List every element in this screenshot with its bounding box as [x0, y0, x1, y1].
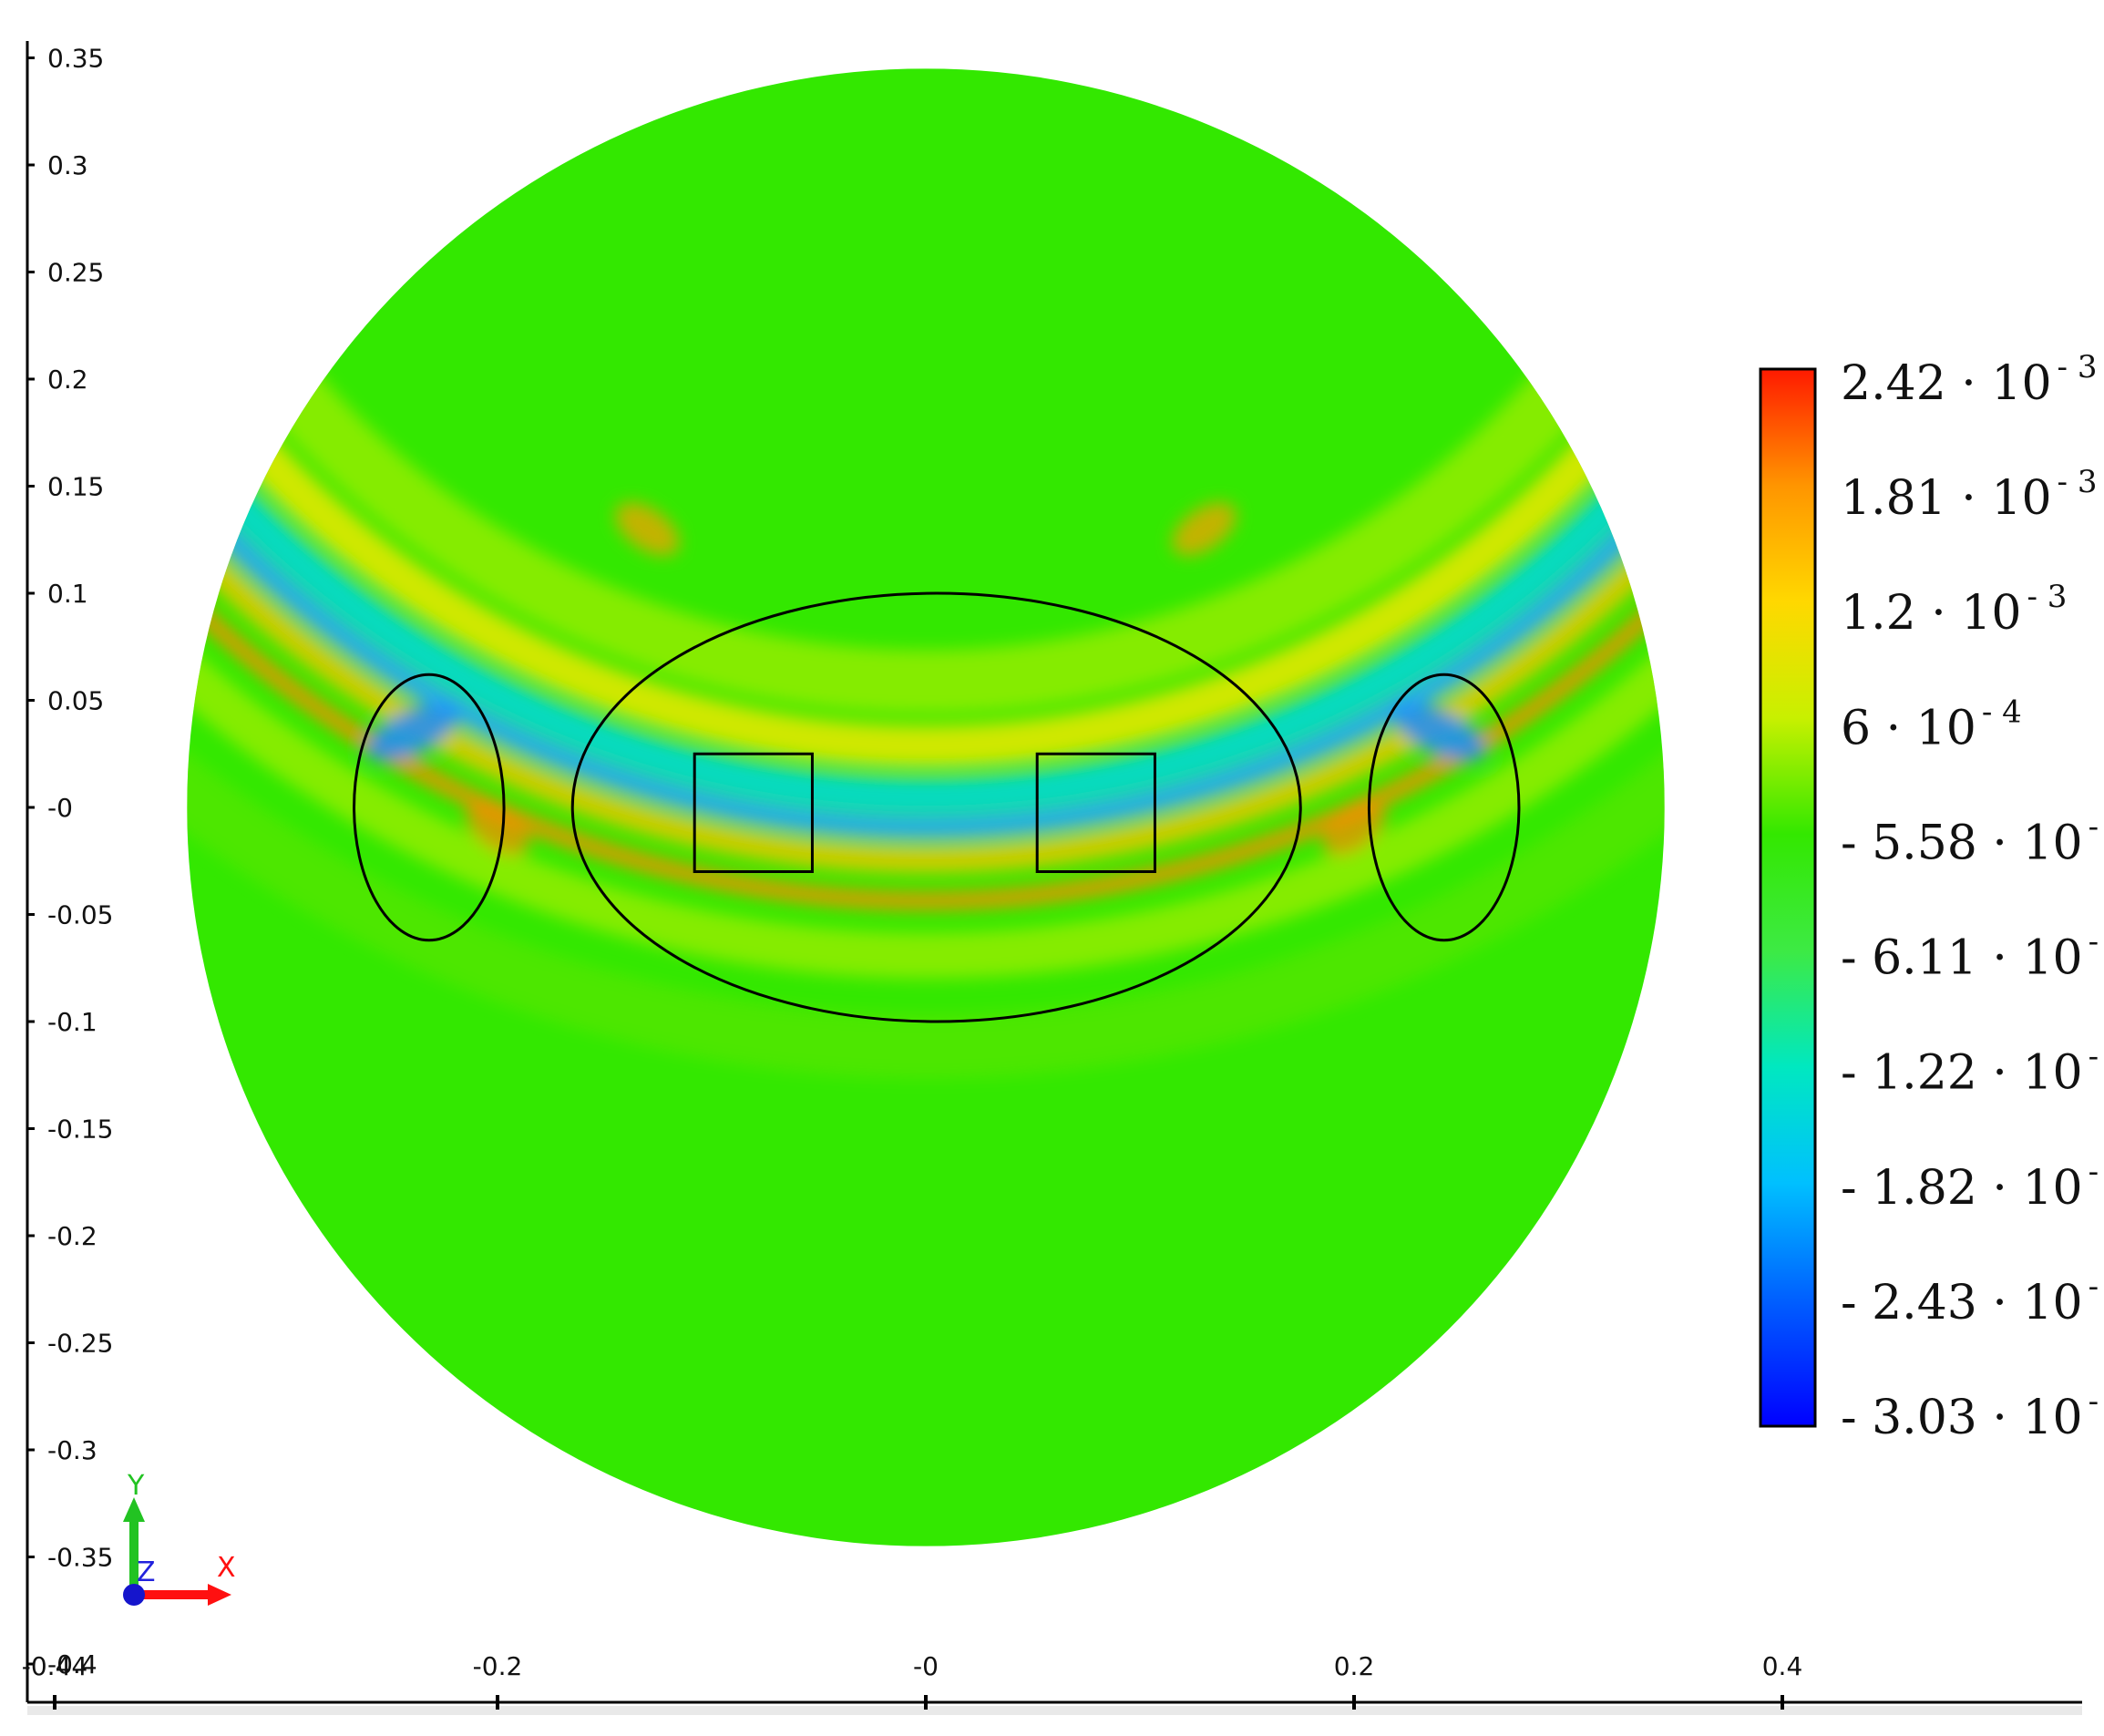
square-outline [693, 752, 814, 873]
wave-band [187, 68, 1665, 979]
colorbar-gradient [1759, 367, 1817, 1428]
axis-triad: Y X Z [123, 1470, 236, 1606]
colorbar-label-exponent: - 3 [2089, 1383, 2104, 1420]
colorbar-label: - 1.22 · 10 - 3 [1841, 1039, 2104, 1101]
y-tick-label: -0.3 [47, 1435, 98, 1465]
colorbar-label: 1.2 · 10- 3 [1841, 579, 2067, 641]
colorbar-label-mantissa: 2.42 · 10 [1841, 356, 2052, 411]
x-tick-label: -0.44 [22, 1651, 87, 1681]
y-tick-label: -0.35 [47, 1543, 113, 1573]
y-axis-ticks: 0.35 0.3 0.25 0.2 0.15 0.1 0.05 -0 -0.05 -0.1 -0.1… [27, 44, 113, 1680]
colorbar-label: - 2.43 · 10 - 3 [1841, 1269, 2104, 1330]
ellipse-outline [1367, 673, 1521, 942]
hot-spot [615, 502, 680, 556]
y-tick-label: 0.15 [47, 472, 104, 502]
wave-band [187, 68, 1665, 874]
colorbar-label: - 1.82 · 10 - 3 [1841, 1154, 2104, 1216]
x-tick-label: -0.2 [473, 1651, 523, 1681]
colorbar-label-mantissa: - 5.58 · 10 [1841, 816, 2083, 870]
square-outline [1035, 752, 1156, 873]
geometry-outlines [353, 591, 1521, 1023]
y-tick-label: 0.05 [47, 686, 104, 716]
colorbar-label-exponent: - 3 [2089, 1039, 2104, 1075]
wave-bands [187, 68, 1665, 1079]
colorbar-label-mantissa: - 1.22 · 10 [1841, 1046, 2083, 1101]
triad-origin [123, 1584, 145, 1606]
y-tick-label: -0.05 [47, 900, 113, 930]
y-tick-label: -0.4 [47, 1649, 98, 1680]
colorbar: 2.42 · 10- 31.81 · 10- 31.2 · 10- 36 · 1… [1759, 349, 2104, 1445]
colorbar-label-mantissa: - 3.03 · 10 [1841, 1391, 2083, 1445]
wave-band [187, 68, 1665, 840]
triad-x-label: X [217, 1552, 236, 1584]
colorbar-label: 1.81 · 10- 3 [1841, 464, 2097, 526]
y-tick-label: -0.1 [47, 1007, 98, 1037]
hot-spot [1172, 502, 1237, 556]
colorbar-label: 2.42 · 10- 3 [1841, 349, 2097, 411]
x-tick-label: 0.4 [1762, 1651, 1803, 1681]
colorbar-label-mantissa: - 6.11 · 10 [1841, 931, 2083, 986]
x-tick-label: -0 [913, 1651, 939, 1681]
colorbar-label-mantissa: 1.2 · 10 [1841, 586, 2021, 641]
wave-band [187, 68, 1665, 815]
colorbar-label-exponent: - 3 [2058, 464, 2098, 500]
x-axis-ticks: -0.44 -0.2 -0 0.2 0.4 [22, 1651, 1802, 1710]
colorbar-label: - 5.58 · 10 - 6 [1841, 808, 2104, 870]
cold-spot [365, 703, 458, 762]
field-domain [187, 68, 1665, 1546]
y-tick-label: 0.2 [47, 365, 88, 395]
y-tick-label: -0.2 [47, 1221, 98, 1251]
y-tick-label: 0.25 [47, 258, 104, 288]
triad-z-label: Z [137, 1556, 156, 1588]
hot-spot [465, 802, 530, 856]
colorbar-labels: 2.42 · 10- 31.81 · 10- 31.2 · 10- 36 · 1… [1841, 349, 2104, 1445]
y-tick-label: 0.3 [47, 150, 88, 180]
colorbar-label-mantissa: 6 · 10 [1841, 701, 1976, 755]
colorbar-label-exponent: - 4 [1982, 693, 2022, 730]
colorbar-label-exponent: - 3 [2089, 1154, 2104, 1190]
colorbar-label: 6 · 10- 4 [1841, 693, 2022, 755]
y-tick-label: -0 [47, 793, 73, 823]
cold-spot [1393, 703, 1486, 762]
colorbar-label-exponent: - 3 [2089, 1269, 2104, 1305]
colorbar-label-mantissa: 1.81 · 10 [1841, 471, 2052, 526]
colorbar-label-mantissa: - 2.43 · 10 [1841, 1276, 2083, 1330]
y-tick-label: -0.15 [47, 1115, 113, 1145]
y-tick-label: -0.25 [47, 1329, 113, 1359]
colorbar-label-exponent: - 3 [2027, 579, 2067, 615]
wave-band [187, 68, 1665, 714]
triad-y-label: Y [127, 1470, 145, 1502]
colorbar-label-exponent: - 4 [2089, 924, 2104, 960]
colorbar-label-exponent: - 6 [2089, 808, 2104, 845]
ellipse-outline [570, 591, 1302, 1023]
colorbar-label-exponent: - 3 [2058, 349, 2098, 385]
colorbar-label-mantissa: - 1.82 · 10 [1841, 1161, 2083, 1216]
ellipse-outline [353, 673, 506, 942]
wave-band [187, 68, 1665, 1079]
wave-band [187, 68, 1665, 910]
y-tick-label: 0.1 [47, 579, 88, 609]
y-tick-label: 0.35 [47, 44, 104, 74]
wave-band [187, 68, 1665, 766]
colorbar-label: - 6.11 · 10 - 4 [1841, 924, 2104, 986]
x-tick-label: 0.2 [1334, 1651, 1375, 1681]
x-axis-band [27, 1706, 2082, 1715]
colorbar-label: - 3.03 · 10 - 3 [1841, 1383, 2104, 1445]
